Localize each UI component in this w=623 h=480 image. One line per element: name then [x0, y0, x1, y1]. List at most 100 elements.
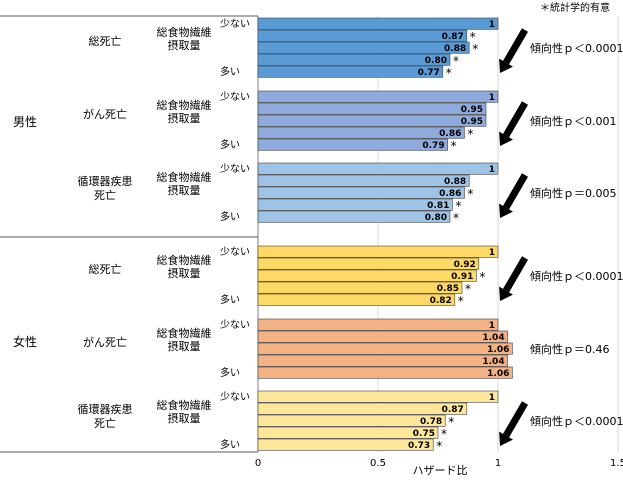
bar — [257, 257, 480, 270]
significance-asterisk: * — [453, 211, 459, 225]
bar-value-label: 0.95 — [461, 105, 483, 115]
intake-label-line: 摂取量 — [168, 38, 201, 52]
low-intake-label: 少ない — [220, 319, 250, 331]
bar — [257, 245, 499, 258]
sex-label: 男性 — [13, 115, 37, 129]
outcome-label: 総死亡 — [89, 34, 122, 48]
intake-label-line: 摂取量 — [168, 339, 201, 353]
intake-label-line: 総食物繊維 — [157, 398, 212, 412]
outcome-label-line: 死亡 — [94, 416, 116, 430]
bar-value-label: 1.06 — [487, 345, 509, 355]
significance-asterisk: * — [479, 270, 485, 284]
bar — [257, 53, 451, 66]
intake-label: 総食物繊維摂取量 — [157, 326, 212, 353]
bar — [257, 102, 487, 115]
intake-label: 総食物繊維摂取量 — [157, 398, 212, 425]
bar-value-label: 0.81 — [427, 201, 449, 211]
high-intake-label: 多い — [220, 438, 240, 451]
outcome-label-line: 循環器疾患 — [78, 402, 133, 416]
bar — [257, 402, 468, 415]
intake-label-line: 摂取量 — [168, 111, 201, 125]
bar-value-label: 0.88 — [444, 44, 466, 54]
bar-value-label: 0.95 — [461, 117, 483, 127]
low-intake-label: 少ない — [220, 246, 250, 258]
high-intake-label: 多い — [220, 138, 240, 151]
bar — [257, 65, 444, 78]
trend-p-value: 傾向性ｐ＜0.001 — [530, 114, 617, 128]
bar — [257, 114, 487, 127]
bar-value-label: 1 — [489, 393, 495, 403]
trend-arrow-head — [499, 131, 513, 146]
high-intake-label: 多い — [220, 210, 240, 223]
trend-p-value: 傾向性ｐ＜0.0001 — [530, 269, 623, 283]
bar — [257, 29, 468, 42]
trend-arrow-head — [499, 286, 513, 301]
bar — [257, 126, 465, 139]
bar — [257, 174, 470, 187]
low-intake-label: 少ない — [220, 18, 250, 30]
bar — [257, 210, 451, 223]
intake-label-line: 総食物繊維 — [157, 98, 212, 112]
x-tick-label: 0.5 — [370, 458, 386, 469]
bar-value-label: 1 — [489, 321, 495, 331]
bar — [257, 330, 508, 343]
bar-value-label: 1 — [489, 165, 495, 175]
bar — [257, 198, 453, 211]
trend-arrow-head — [499, 203, 513, 218]
trend-arrow-shaft — [503, 28, 529, 65]
trend-arrow-shaft — [503, 256, 529, 293]
sex-label: 女性 — [13, 334, 37, 349]
outcome-label: 循環器疾患死亡 — [78, 402, 133, 430]
outcome-label-line: 死亡 — [94, 188, 116, 202]
bar-value-label: 0.73 — [408, 441, 430, 451]
significance-asterisk: * — [470, 30, 476, 44]
intake-label-line: 総食物繊維 — [157, 253, 212, 267]
intake-label-line: 総食物繊維 — [157, 25, 212, 39]
significance-asterisk: * — [467, 187, 473, 201]
bar-value-label: 0.88 — [444, 177, 466, 187]
low-intake-label: 少ない — [220, 163, 250, 175]
bar — [257, 390, 499, 403]
significance-asterisk: * — [465, 282, 471, 296]
x-tick-label: 1 — [495, 458, 501, 469]
trend-p-value: 傾向性ｐ＜0.0001 — [530, 414, 623, 428]
bar — [257, 318, 499, 331]
bar — [257, 354, 508, 367]
bar — [257, 138, 448, 151]
outcome-label-line: 循環器疾患 — [78, 174, 133, 188]
intake-label-line: 摂取量 — [168, 266, 201, 280]
intake-label: 総食物繊維摂取量 — [157, 253, 212, 280]
bar — [257, 186, 465, 199]
outcome-label: 総死亡 — [89, 262, 122, 276]
bar — [257, 438, 434, 451]
trend-arrow-shaft — [503, 173, 529, 210]
bar — [257, 162, 499, 175]
bar — [257, 41, 470, 54]
bar — [257, 342, 513, 355]
bar — [257, 366, 513, 379]
intake-label: 総食物繊維摂取量 — [157, 98, 212, 125]
bar-value-label: 1 — [489, 93, 495, 103]
trend-arrow-shaft — [503, 401, 529, 438]
significance-asterisk: * — [458, 294, 464, 308]
outcome-label: がん死亡 — [83, 107, 127, 121]
bar — [257, 17, 499, 30]
bar-value-label: 0.79 — [422, 141, 444, 151]
bar-value-label: 1.04 — [482, 333, 504, 343]
bar-value-label: 0.86 — [439, 189, 461, 199]
outcome-label: 循環器疾患死亡 — [78, 174, 133, 202]
bar-value-label: 0.75 — [413, 429, 435, 439]
bar-value-label: 0.87 — [442, 32, 464, 42]
significance-asterisk: * — [467, 127, 473, 141]
bar-value-label: 1 — [489, 20, 495, 30]
high-intake-label: 多い — [220, 65, 240, 78]
bar — [257, 281, 463, 294]
bar-value-label: 0.91 — [451, 272, 473, 282]
trend-arrow-head — [499, 431, 513, 446]
bar — [257, 426, 439, 439]
intake-label-line: 摂取量 — [168, 183, 201, 197]
bar-value-label: 0.87 — [442, 405, 464, 415]
significance-asterisk: * — [441, 427, 447, 441]
